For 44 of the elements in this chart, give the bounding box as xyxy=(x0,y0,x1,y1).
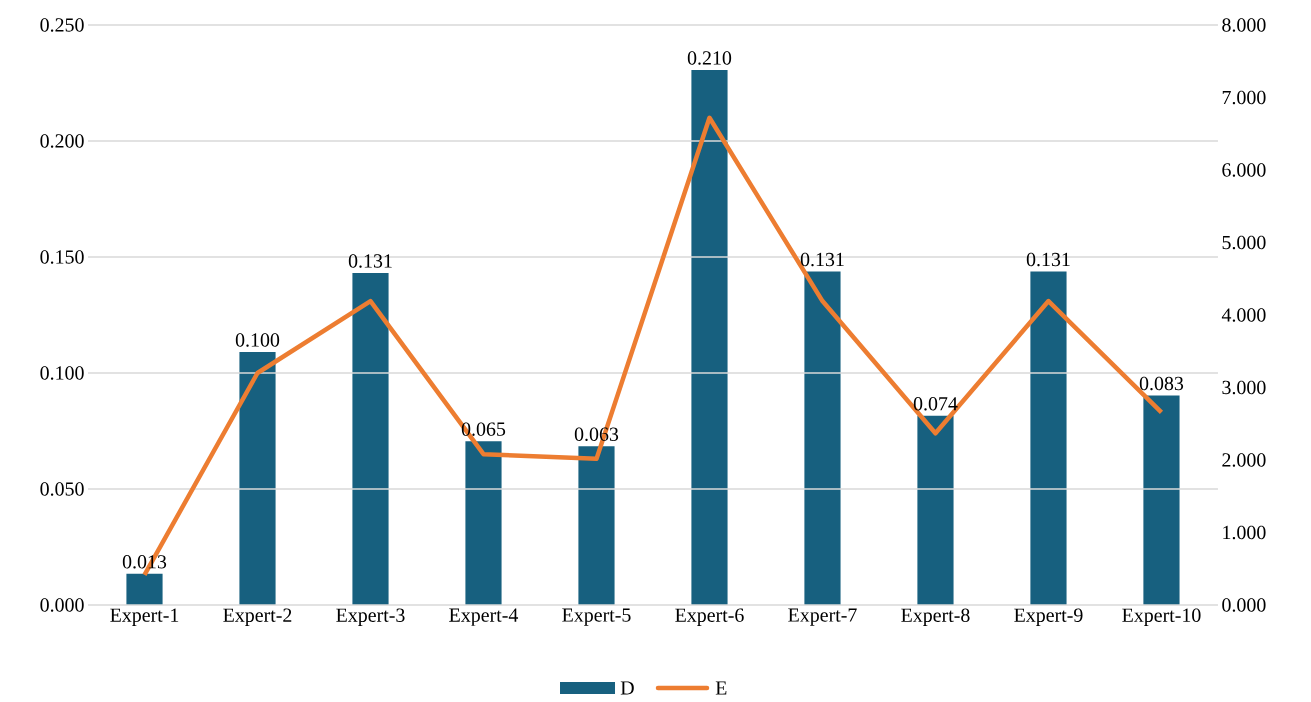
y-tick-label: 0.000 xyxy=(40,598,84,612)
x-tick-label: Expert-2 xyxy=(223,608,292,626)
y2-tick-label: 4.000 xyxy=(1221,308,1266,322)
bar xyxy=(239,351,276,605)
bar xyxy=(465,441,502,605)
y2-tick-label: 0.000 xyxy=(1222,598,1266,612)
legend-label: D xyxy=(620,681,634,695)
y2-tick-label: 8.000 xyxy=(1222,18,1266,32)
y-tick-label: 0.100 xyxy=(40,366,84,380)
data-label: 0.131 xyxy=(800,252,844,267)
bar xyxy=(352,272,389,605)
y2-tick-label: 5.000 xyxy=(1222,235,1266,250)
data-label: 0.083 xyxy=(1139,376,1184,391)
data-label: 0.131 xyxy=(1026,252,1070,267)
y2-tick-label: 1.000 xyxy=(1223,525,1266,540)
x-tick-label: Expert-7 xyxy=(788,608,857,626)
x-tick-label: Expert-3 xyxy=(336,608,405,626)
bar xyxy=(691,69,728,605)
bar xyxy=(1143,395,1180,605)
x-tick-label: Expert-5 xyxy=(562,608,631,626)
y2-tick-label: 6.000 xyxy=(1222,163,1266,177)
data-label: 0.210 xyxy=(687,51,732,65)
x-tick-label: Expert-10 xyxy=(1122,608,1201,626)
y2-tick-label: 7.000 xyxy=(1222,90,1266,105)
x-tick-label: Expert-6 xyxy=(675,608,744,626)
legend-label: E xyxy=(715,681,727,695)
y2-tick-label: 3.000 xyxy=(1222,380,1266,395)
y2-tick-label: 2.000 xyxy=(1222,453,1266,467)
bar xyxy=(578,446,615,605)
bar xyxy=(126,573,163,605)
bar xyxy=(1030,271,1067,605)
data-label: 0.100 xyxy=(235,333,280,347)
x-tick-label: Expert-4 xyxy=(449,608,519,626)
x-tick-label: Expert-8 xyxy=(901,608,970,626)
data-label: 0.131 xyxy=(348,254,392,268)
y-tick-label: 0.250 xyxy=(40,18,84,32)
y-tick-label: 0.200 xyxy=(40,134,84,148)
bar xyxy=(804,271,841,605)
bar xyxy=(917,415,954,605)
y-tick-label: 0.050 xyxy=(40,482,84,496)
data-label: 0.074 xyxy=(913,397,958,411)
y-tick-label: 0.150 xyxy=(40,250,84,264)
x-tick-label: Expert-9 xyxy=(1014,608,1083,626)
x-tick-label: Expert-1 xyxy=(110,608,179,626)
